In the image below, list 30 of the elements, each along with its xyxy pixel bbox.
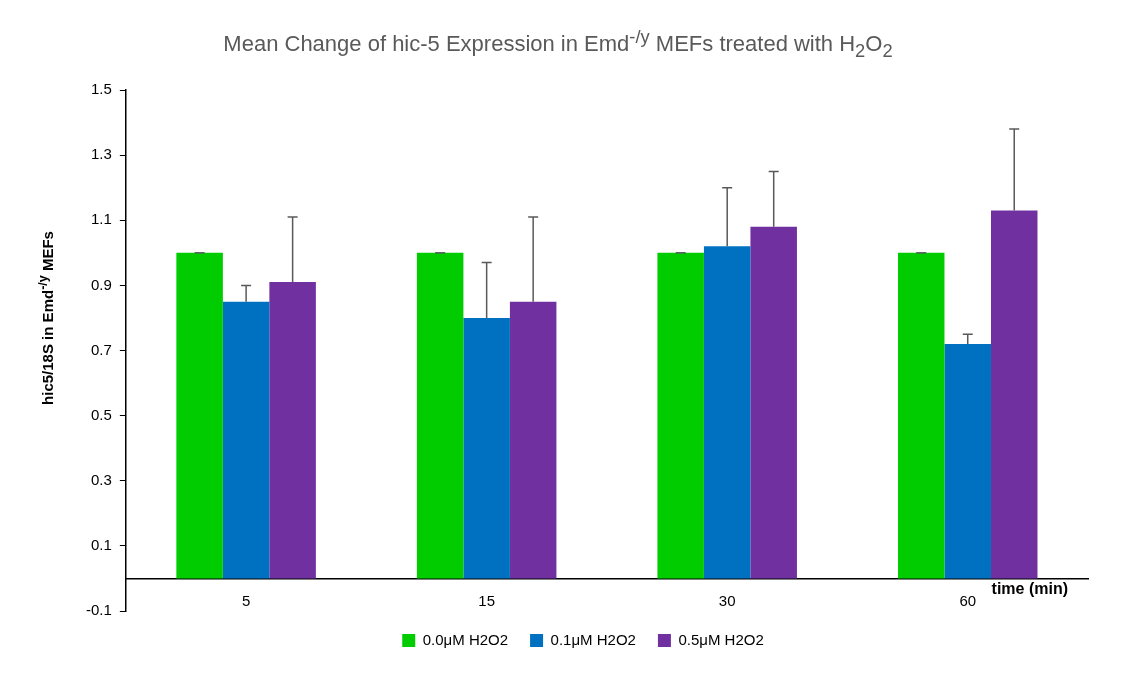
legend-label: 0.1μM H2O2 <box>550 630 636 648</box>
x-tick-label: 60 <box>959 591 977 609</box>
y-tick-label: 0.7 <box>90 340 112 358</box>
y-tick-label: 1.1 <box>90 210 112 228</box>
x-tick-label: 30 <box>718 591 736 609</box>
bar <box>703 246 751 579</box>
x-tick-label: 5 <box>241 591 251 609</box>
bar <box>269 282 316 579</box>
y-tick-label: 1.3 <box>90 145 112 163</box>
bar <box>222 301 270 579</box>
x-axis-title: time (min) <box>991 580 1068 598</box>
y-tick-label: 0.9 <box>90 275 112 293</box>
bar <box>944 343 991 579</box>
bar <box>750 226 797 579</box>
y-tick-label: -0.1 <box>85 601 112 619</box>
x-tick-label: 15 <box>478 591 495 609</box>
bar <box>463 317 510 579</box>
bar <box>416 252 464 579</box>
bar <box>657 252 704 579</box>
y-tick-label: 1.5 <box>90 80 112 98</box>
bar <box>509 301 557 579</box>
bar <box>990 210 1038 579</box>
bar <box>176 252 223 579</box>
chart-title: Mean Change of hic-5 Expression in Emd$^{-/y}$ MEFs treated with H$_{2}$O$_{2}$ <box>222 26 894 62</box>
legend-label: 0.5μM H2O2 <box>678 630 764 648</box>
y-tick-label: 0.5 <box>90 405 112 423</box>
y-tick-label: 0.3 <box>90 470 112 488</box>
bar <box>897 252 945 579</box>
legend-label: 0.0μM H2O2 <box>422 630 509 648</box>
y-tick-label: 0.1 <box>90 536 112 554</box>
